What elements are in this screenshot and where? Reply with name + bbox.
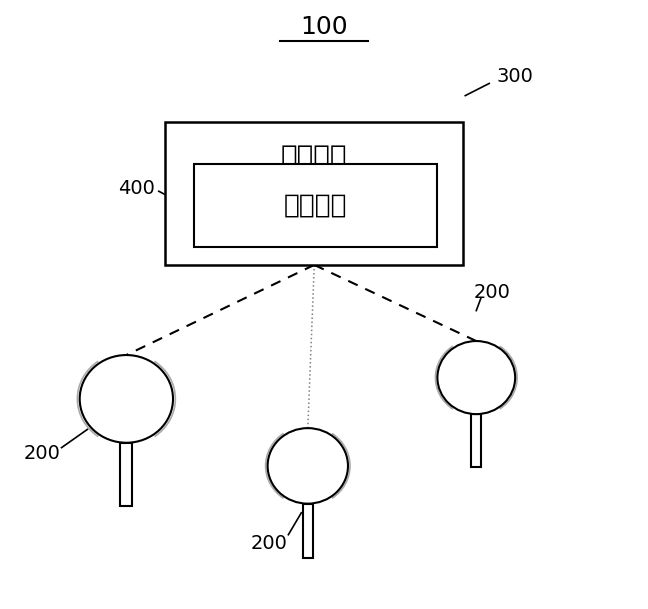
Text: 400: 400 xyxy=(118,179,154,199)
Text: 300: 300 xyxy=(497,66,533,86)
Text: 应用程序: 应用程序 xyxy=(284,192,347,219)
Text: 200: 200 xyxy=(474,283,511,302)
FancyBboxPatch shape xyxy=(471,414,481,467)
Text: 智能终端: 智能终端 xyxy=(281,143,347,171)
Text: 200: 200 xyxy=(251,533,287,553)
FancyBboxPatch shape xyxy=(121,443,132,506)
FancyBboxPatch shape xyxy=(303,504,313,558)
Circle shape xyxy=(437,341,515,414)
Text: 200: 200 xyxy=(24,444,60,463)
FancyBboxPatch shape xyxy=(165,122,463,265)
Text: 100: 100 xyxy=(300,15,348,40)
Circle shape xyxy=(268,428,348,504)
Circle shape xyxy=(80,355,173,443)
FancyBboxPatch shape xyxy=(194,164,437,247)
